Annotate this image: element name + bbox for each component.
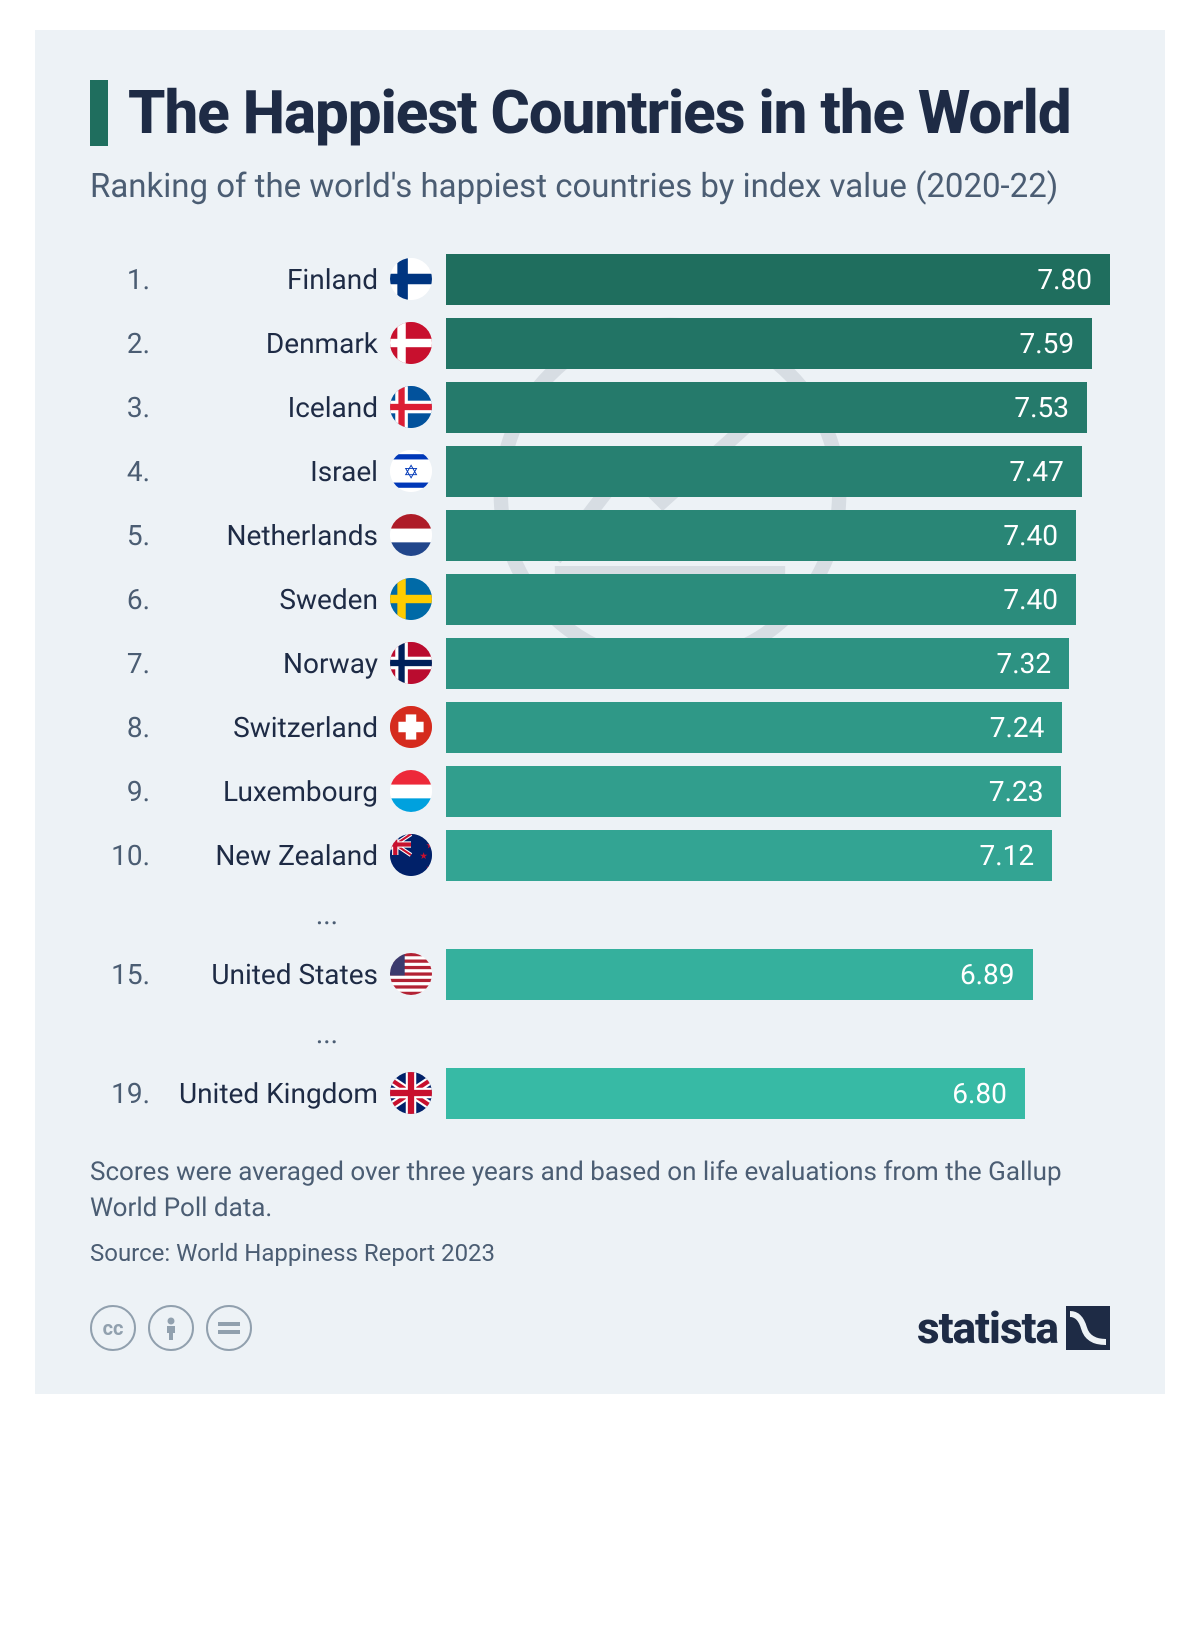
flag-icon	[390, 706, 432, 748]
chart-row: 19.United Kingdom 6.80	[90, 1068, 1110, 1119]
svg-text:★: ★	[426, 863, 432, 874]
logo-mark-icon	[1066, 1306, 1110, 1350]
rank-number: 19.	[90, 1077, 150, 1110]
footer: cc statista	[90, 1302, 1110, 1354]
bar-track: 6.80	[446, 1068, 1110, 1119]
country-label: Iceland	[150, 391, 390, 424]
flag-icon	[390, 514, 432, 556]
chart-row: 4.Israel ✡ 7.47	[90, 446, 1110, 497]
accent-bar	[90, 80, 108, 146]
source-line: Source: World Happiness Report 2023	[90, 1239, 1110, 1267]
rank-number: 10.	[90, 839, 150, 872]
chart-row: 10.New Zealand★★★★ 7.12	[90, 830, 1110, 881]
flag-icon	[390, 386, 432, 428]
rank-number: 8.	[90, 711, 150, 744]
ellipsis: ...	[90, 898, 390, 931]
bar-track: 6.89	[446, 949, 1110, 1000]
ellipsis-row: ...	[90, 1013, 1110, 1055]
bar-track: 7.12	[446, 830, 1110, 881]
chart-rows: 1.Finland 7.80 2.Denmark 7.59 3.Iceland 7.53 4…	[90, 254, 1110, 1119]
rank-number: 3.	[90, 391, 150, 424]
rank-number: 1.	[90, 263, 150, 296]
chart-row: 1.Finland 7.80	[90, 254, 1110, 305]
chart-row: 7.Norway 7.32	[90, 638, 1110, 689]
bar: 6.89	[446, 949, 1033, 1000]
rank-number: 9.	[90, 775, 150, 808]
bar-track: 7.80	[446, 254, 1110, 305]
chart-row: 2.Denmark 7.59	[90, 318, 1110, 369]
chart-row: 5.Netherlands 7.40	[90, 510, 1110, 561]
chart-row: 9.Luxembourg 7.23	[90, 766, 1110, 817]
country-label: Netherlands	[150, 519, 390, 552]
country-label: United Kingdom	[150, 1077, 390, 1110]
bar-track: 7.53	[446, 382, 1110, 433]
bar-track: 7.40	[446, 510, 1110, 561]
bar: 7.47	[446, 446, 1082, 497]
country-label: United States	[150, 958, 390, 991]
cc-icon: cc	[90, 1305, 136, 1351]
ellipsis-row: ...	[90, 894, 1110, 936]
header: The Happiest Countries in the World	[90, 80, 1110, 146]
footnote: Scores were averaged over three years an…	[90, 1154, 1110, 1227]
flag-icon	[390, 770, 432, 812]
country-label: Sweden	[150, 583, 390, 616]
flag-icon	[390, 578, 432, 620]
flag-icon	[390, 322, 432, 364]
chart-row: 15.United States 6.89	[90, 949, 1110, 1000]
bar-track: 7.24	[446, 702, 1110, 753]
ellipsis: ...	[90, 1017, 390, 1050]
attribution-icon	[148, 1305, 194, 1351]
chart-subtitle: Ranking of the world's happiest countrie…	[90, 166, 1110, 209]
bar: 7.80	[446, 254, 1110, 305]
country-label: Israel	[150, 455, 390, 488]
chart-row: 6.Sweden 7.40	[90, 574, 1110, 625]
flag-icon	[390, 258, 432, 300]
svg-text:★: ★	[426, 841, 432, 852]
svg-text:✡: ✡	[403, 461, 419, 484]
bar: 7.53	[446, 382, 1087, 433]
flag-icon: ★★★★	[390, 834, 432, 876]
chart-title: The Happiest Countries in the World	[128, 80, 1071, 146]
nd-icon	[206, 1305, 252, 1351]
country-label: New Zealand	[150, 839, 390, 872]
infographic-card: The Happiest Countries in the World Rank…	[35, 30, 1165, 1394]
svg-text:★: ★	[419, 852, 427, 863]
license-icons: cc	[90, 1305, 252, 1351]
country-label: Switzerland	[150, 711, 390, 744]
bar: 7.12	[446, 830, 1052, 881]
rank-number: 6.	[90, 583, 150, 616]
bar: 7.59	[446, 318, 1092, 369]
bar-track: 7.59	[446, 318, 1110, 369]
bar-chart: 1.Finland 7.80 2.Denmark 7.59 3.Iceland 7.53 4…	[90, 254, 1110, 1119]
bar: 7.32	[446, 638, 1069, 689]
country-label: Luxembourg	[150, 775, 390, 808]
country-label: Denmark	[150, 327, 390, 360]
statista-logo: statista	[917, 1302, 1110, 1354]
country-label: Finland	[150, 263, 390, 296]
bar-track: 7.32	[446, 638, 1110, 689]
rank-number: 5.	[90, 519, 150, 552]
flag-icon	[390, 1072, 432, 1114]
country-label: Norway	[150, 647, 390, 680]
flag-icon	[390, 642, 432, 684]
bar: 7.40	[446, 574, 1076, 625]
chart-row: 8.Switzerland 7.24	[90, 702, 1110, 753]
rank-number: 7.	[90, 647, 150, 680]
logo-text: statista	[917, 1302, 1058, 1354]
bar-track: 7.40	[446, 574, 1110, 625]
rank-number: 4.	[90, 455, 150, 488]
bar-track: 7.23	[446, 766, 1110, 817]
flag-icon	[390, 953, 432, 995]
bar: 7.40	[446, 510, 1076, 561]
chart-row: 3.Iceland 7.53	[90, 382, 1110, 433]
bar: 7.23	[446, 766, 1061, 817]
bar: 7.24	[446, 702, 1062, 753]
bar: 6.80	[446, 1068, 1025, 1119]
flag-icon: ✡	[390, 450, 432, 492]
rank-number: 2.	[90, 327, 150, 360]
bar-track: 7.47	[446, 446, 1110, 497]
rank-number: 15.	[90, 958, 150, 991]
